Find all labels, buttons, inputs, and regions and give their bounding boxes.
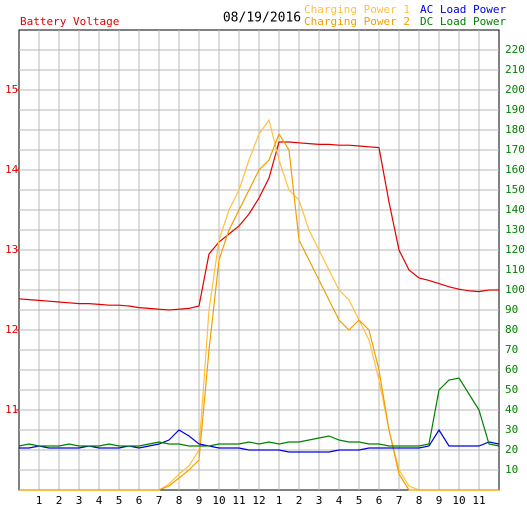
x-tick-label: 11 xyxy=(232,494,245,507)
y2-tick-label: 10 xyxy=(505,463,518,476)
x-tick-label: 8 xyxy=(176,494,183,507)
y2-tick-label: 210 xyxy=(505,63,525,76)
x-tick-label: 3 xyxy=(316,494,323,507)
x-tick-label: 2 xyxy=(56,494,63,507)
y2-tick-label: 20 xyxy=(505,443,518,456)
y2-tick-label: 60 xyxy=(505,363,518,376)
y2-tick-label: 200 xyxy=(505,83,525,96)
chart-title: 08/19/2016 xyxy=(223,11,301,26)
legend-label: DC Load Power xyxy=(420,15,506,28)
x-tick-label: 12 xyxy=(252,494,265,507)
y-tick-label: 12 xyxy=(5,323,18,336)
y2-tick-label: 100 xyxy=(505,283,525,296)
y2-tick-label: 130 xyxy=(505,223,525,236)
legend-label: Battery Voltage xyxy=(20,15,119,28)
x-tick-label: 10 xyxy=(212,494,225,507)
legend-label: Charging Power 2 xyxy=(304,15,410,28)
y-tick-label: 14 xyxy=(5,163,19,176)
y2-tick-label: 160 xyxy=(505,163,525,176)
x-tick-label: 9 xyxy=(436,494,443,507)
y-tick-label: 11 xyxy=(5,403,18,416)
x-tick-label: 7 xyxy=(396,494,403,507)
y2-tick-label: 70 xyxy=(505,343,518,356)
y2-tick-label: 190 xyxy=(505,103,525,116)
y2-tick-label: 140 xyxy=(505,203,525,216)
x-tick-label: 7 xyxy=(156,494,163,507)
y-tick-label: 15 xyxy=(5,83,18,96)
x-tick-label: 6 xyxy=(136,494,143,507)
y2-tick-label: 220 xyxy=(505,43,525,56)
y2-tick-label: 150 xyxy=(505,183,525,196)
x-tick-label: 8 xyxy=(416,494,423,507)
y2-tick-label: 50 xyxy=(505,383,518,396)
series-line xyxy=(19,132,499,491)
series-line xyxy=(19,428,500,453)
x-tick-label: 6 xyxy=(376,494,383,507)
y2-tick-label: 180 xyxy=(505,123,525,136)
y2-tick-label: 120 xyxy=(505,243,525,256)
legend-label: Charging Power 1 xyxy=(304,3,410,16)
x-tick-label: 11 xyxy=(472,494,485,507)
y2-tick-label: 170 xyxy=(505,143,525,156)
y2-tick-label: 30 xyxy=(505,423,518,436)
y2-tick-label: 80 xyxy=(505,323,518,336)
x-tick-label: 9 xyxy=(196,494,203,507)
x-tick-label: 5 xyxy=(356,494,363,507)
x-tick-label: 5 xyxy=(116,494,123,507)
legend-label: AC Load Power xyxy=(420,3,506,16)
x-tick-label: 1 xyxy=(36,494,43,507)
x-tick-label: 2 xyxy=(296,494,303,507)
x-tick-label: 10 xyxy=(452,494,465,507)
series-line xyxy=(18,141,499,311)
series-line xyxy=(18,377,500,447)
y2-tick-label: 40 xyxy=(505,403,518,416)
x-tick-label: 4 xyxy=(96,494,103,507)
y2-tick-label: 110 xyxy=(505,263,525,276)
x-tick-label: 4 xyxy=(336,494,343,507)
y2-tick-label: 90 xyxy=(505,303,518,316)
x-tick-label: 1 xyxy=(276,494,283,507)
y-tick-label: 13 xyxy=(5,243,18,256)
x-tick-label: 3 xyxy=(76,494,83,507)
